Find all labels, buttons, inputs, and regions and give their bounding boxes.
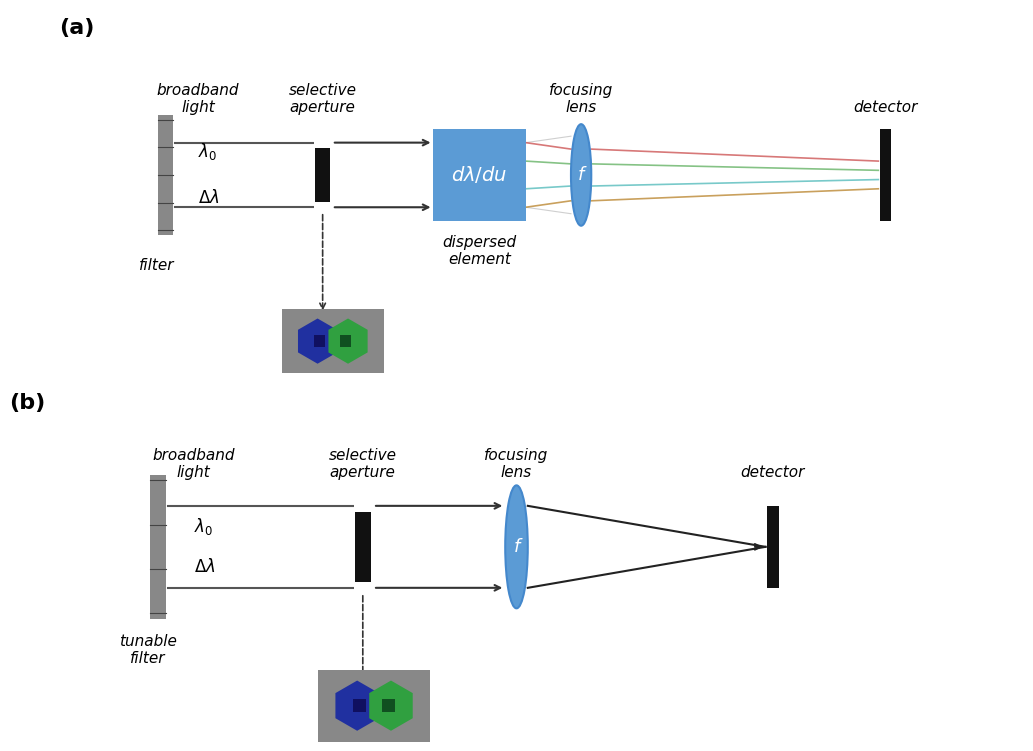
Ellipse shape (571, 124, 591, 226)
Text: focusing
lens: focusing lens (549, 83, 614, 115)
Polygon shape (369, 680, 413, 731)
FancyBboxPatch shape (353, 499, 372, 512)
Text: selective
aperture: selective aperture (288, 83, 356, 115)
Text: (b): (b) (9, 393, 45, 413)
FancyBboxPatch shape (314, 137, 331, 148)
FancyBboxPatch shape (434, 128, 526, 221)
Text: broadband
light: broadband light (157, 83, 240, 115)
FancyBboxPatch shape (314, 202, 331, 213)
Text: $\lambda_0$: $\lambda_0$ (194, 516, 213, 537)
FancyBboxPatch shape (382, 699, 395, 712)
FancyBboxPatch shape (340, 336, 351, 347)
FancyBboxPatch shape (282, 309, 383, 373)
Text: $\Delta\lambda$: $\Delta\lambda$ (198, 189, 220, 207)
Text: f: f (513, 538, 520, 556)
FancyBboxPatch shape (766, 506, 779, 588)
Ellipse shape (505, 485, 528, 608)
Polygon shape (298, 318, 337, 363)
FancyBboxPatch shape (158, 115, 174, 235)
FancyBboxPatch shape (318, 670, 431, 741)
Text: (a): (a) (60, 18, 95, 38)
FancyBboxPatch shape (315, 138, 330, 212)
FancyBboxPatch shape (353, 699, 366, 712)
Polygon shape (328, 318, 368, 363)
Text: detector: detector (853, 100, 918, 115)
Text: tunable
filter: tunable filter (119, 634, 177, 666)
Text: focusing
lens: focusing lens (484, 448, 549, 480)
FancyBboxPatch shape (353, 582, 372, 594)
Text: $d\lambda/du$: $d\lambda/du$ (451, 164, 508, 185)
Polygon shape (336, 680, 379, 731)
Text: broadband
light: broadband light (153, 448, 234, 480)
Text: dispersed
element: dispersed element (442, 235, 516, 267)
Text: f: f (577, 166, 585, 184)
Text: filter: filter (138, 258, 175, 273)
FancyBboxPatch shape (314, 336, 325, 347)
Text: detector: detector (741, 465, 805, 480)
Text: $\lambda_0$: $\lambda_0$ (198, 141, 217, 162)
FancyBboxPatch shape (880, 128, 891, 221)
FancyBboxPatch shape (150, 475, 166, 619)
Text: selective
aperture: selective aperture (328, 448, 397, 480)
Text: $\Delta\lambda$: $\Delta\lambda$ (194, 558, 215, 576)
FancyBboxPatch shape (354, 501, 371, 593)
